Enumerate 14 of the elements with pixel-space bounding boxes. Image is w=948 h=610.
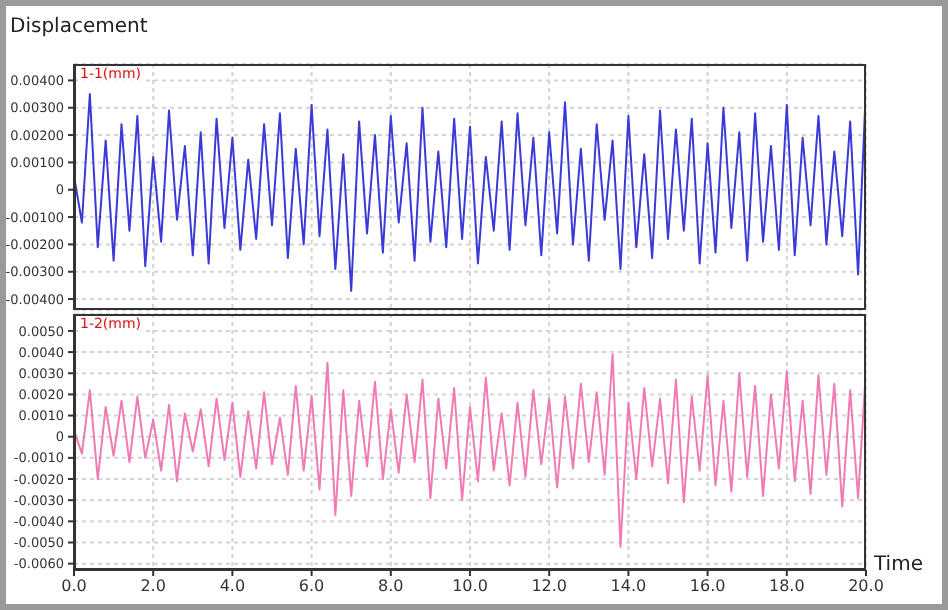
line-series	[74, 353, 866, 548]
x-tick-label: 4.0	[219, 577, 246, 596]
x-tick-label: 12.0	[531, 577, 568, 596]
x-tick-label: 14.0	[610, 577, 647, 596]
chart-title: Displacement	[10, 16, 148, 38]
x-tick-label: 10.0	[452, 577, 488, 596]
x-tick-label: 8.0	[378, 577, 404, 596]
x-tick-label: 0.0	[61, 577, 87, 596]
x-tick-label: 16.0	[689, 577, 726, 596]
x-tick-label: 20.0	[848, 577, 884, 596]
x-axis-title: Time	[874, 554, 923, 576]
x-tick-label: 18.0	[768, 577, 805, 596]
x-tick-label: 2.0	[140, 577, 166, 596]
x-tick-label: 6.0	[298, 577, 325, 596]
